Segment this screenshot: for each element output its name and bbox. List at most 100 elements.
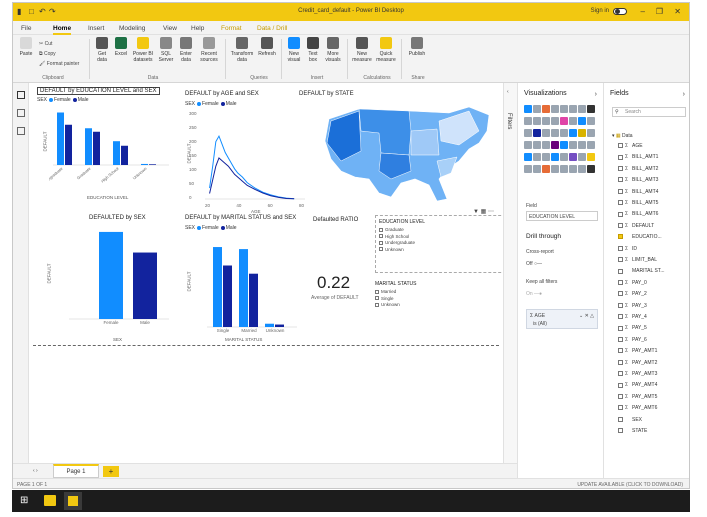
slicer-option[interactable]: Undergraduate <box>379 240 507 245</box>
menu-modeling[interactable]: Modeling <box>119 25 146 32</box>
field-checkbox[interactable] <box>618 234 623 240</box>
new-visual-button[interactable]: New visual <box>285 37 303 63</box>
field-item[interactable]: EDUCATIO... <box>618 234 662 240</box>
field-checkbox[interactable] <box>618 211 623 217</box>
menu-file[interactable]: File <box>21 25 32 32</box>
field-item[interactable]: Σ ID <box>618 246 637 252</box>
table-data[interactable]: ▾ ▦ Data <box>612 133 633 139</box>
get-data-button[interactable]: Get data <box>93 37 111 63</box>
field-checkbox[interactable] <box>618 268 623 274</box>
visual-type-icon[interactable] <box>587 129 595 137</box>
slicer-option[interactable]: High School <box>379 234 507 239</box>
visual-type-icon[interactable] <box>578 129 586 137</box>
sql-server-button[interactable]: SQL Server <box>157 37 175 63</box>
visual-type-icon[interactable] <box>569 129 577 137</box>
visual-type-icon[interactable] <box>569 117 577 125</box>
text-box-button[interactable]: Text box <box>305 37 321 63</box>
visual-type-icon[interactable] <box>524 153 532 161</box>
visual-type-icon[interactable] <box>533 141 541 149</box>
file-explorer-icon[interactable] <box>44 495 56 506</box>
menu-home[interactable]: Home <box>53 25 72 35</box>
age-line-chart[interactable] <box>205 113 305 203</box>
powerbi-taskbar-icon[interactable] <box>64 492 82 510</box>
field-item[interactable]: Σ BILL_AMT3 <box>618 177 658 183</box>
field-item[interactable]: Σ LIMIT_BAL <box>618 257 657 263</box>
visual-type-icon[interactable] <box>551 165 559 173</box>
report-canvas[interactable]: DEFAULT by EDUCATION LEVEL and SEX SEX Fe… <box>29 83 511 463</box>
field-item[interactable]: Σ PAY_AMT6 <box>618 405 657 411</box>
filters-pane-collapsed[interactable]: ‹ Filters <box>503 83 517 463</box>
visual-type-icon[interactable] <box>560 129 568 137</box>
field-item[interactable]: Σ PAY_AMT3 <box>618 371 657 377</box>
field-item[interactable]: Σ PAY_AMT4 <box>618 382 657 388</box>
state-map[interactable] <box>319 101 499 211</box>
model-view-icon[interactable] <box>17 127 25 135</box>
field-item[interactable]: Σ PAY_6 <box>618 337 647 343</box>
visual-type-icon[interactable] <box>560 165 568 173</box>
visual-type-icon[interactable] <box>542 141 550 149</box>
close-icon[interactable]: ✕ <box>674 7 681 16</box>
visual-type-icon[interactable] <box>524 141 532 149</box>
visual-type-icon[interactable] <box>551 117 559 125</box>
field-checkbox[interactable] <box>618 359 623 365</box>
field-item[interactable]: Σ PAY_AMT1 <box>618 348 657 354</box>
field-item[interactable]: Σ AGE <box>618 143 643 149</box>
menu-help[interactable]: Help <box>191 25 205 32</box>
field-checkbox[interactable] <box>618 291 623 297</box>
field-item[interactable]: Σ PAY_AMT2 <box>618 360 657 366</box>
keep-filters-toggle[interactable]: On —● <box>526 291 543 297</box>
format-painter-button[interactable]: 🖌 Format painter <box>39 61 80 67</box>
excel-button[interactable]: Excel <box>113 37 129 57</box>
field-checkbox[interactable] <box>618 165 623 171</box>
field-checkbox[interactable] <box>618 325 623 331</box>
update-available-link[interactable]: UPDATE AVAILABLE (CLICK TO DOWNLOAD) <box>577 482 683 488</box>
menu-data-drill[interactable]: Data / Drill <box>257 25 288 32</box>
visual-type-icon[interactable] <box>533 105 541 113</box>
field-checkbox[interactable] <box>618 188 623 194</box>
field-item[interactable]: Σ BILL_AMT5 <box>618 200 658 206</box>
field-checkbox[interactable] <box>618 314 623 320</box>
visual-type-icon[interactable] <box>533 129 541 137</box>
visual-type-icon[interactable] <box>578 105 586 113</box>
paste-button[interactable]: Paste <box>17 37 35 57</box>
slicer-option[interactable]: Unknown <box>375 302 475 307</box>
field-checkbox[interactable] <box>618 257 623 263</box>
enter-data-button[interactable]: Enter data <box>177 37 195 63</box>
powerbi-datasets-button[interactable]: Power BI datasets <box>131 37 155 63</box>
visual-type-icon[interactable] <box>542 105 550 113</box>
field-item[interactable]: Σ DEFAULT <box>618 223 654 229</box>
visual-type-icon[interactable] <box>560 105 568 113</box>
page-nav-arrows[interactable]: ‹ › <box>33 468 38 474</box>
recent-sources-button[interactable]: Recent sources <box>197 37 221 63</box>
field-item[interactable]: MARITAL ST... <box>618 268 665 274</box>
sign-in-link[interactable]: Sign in <box>590 8 609 14</box>
refresh-button[interactable]: Refresh <box>257 37 277 57</box>
cut-button[interactable]: ✂ Cut <box>39 41 53 47</box>
field-checkbox[interactable] <box>618 382 623 388</box>
field-checkbox[interactable] <box>618 222 623 228</box>
cross-report-toggle[interactable]: Off ○— <box>526 261 542 267</box>
redo-icon[interactable]: ↷ <box>49 7 56 16</box>
visual-type-icon[interactable] <box>551 141 559 149</box>
visual-type-icon[interactable] <box>524 105 532 113</box>
field-checkbox[interactable] <box>618 405 623 411</box>
report-view-icon[interactable] <box>17 91 25 99</box>
slicer-option[interactable]: Graduate <box>379 227 507 232</box>
collapse-viz-icon[interactable]: › <box>594 91 597 98</box>
expand-filters-icon[interactable]: ‹ <box>507 89 509 95</box>
field-checkbox[interactable] <box>618 428 623 434</box>
visual-type-icon[interactable] <box>551 105 559 113</box>
data-view-icon[interactable] <box>17 109 25 117</box>
visual-type-icon[interactable] <box>533 165 541 173</box>
visual-type-icon[interactable] <box>587 117 595 125</box>
page-tab-1[interactable]: Page 1 <box>53 464 99 478</box>
visual-type-icon[interactable] <box>542 129 550 137</box>
field-item[interactable]: Σ PAY_4 <box>618 314 647 320</box>
transform-data-button[interactable]: Transform data <box>229 37 255 63</box>
slicer-option[interactable]: Married <box>375 289 475 294</box>
marital-bar-chart[interactable]: Single Married Unknown <box>207 233 297 333</box>
theme-toggle[interactable] <box>613 8 627 15</box>
visual-type-icon[interactable] <box>542 117 550 125</box>
field-checkbox[interactable] <box>618 200 623 206</box>
menu-insert[interactable]: Insert <box>88 25 105 32</box>
